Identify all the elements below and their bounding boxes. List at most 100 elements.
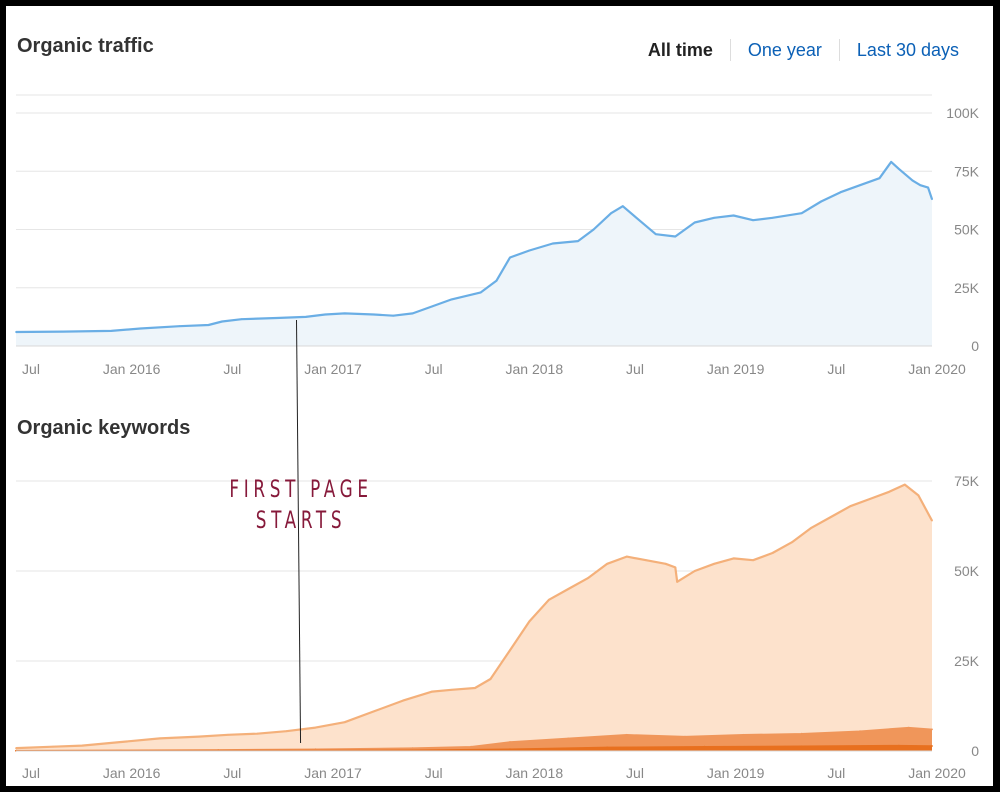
series-points-0 xyxy=(15,161,933,333)
data-point xyxy=(450,688,453,691)
data-point xyxy=(285,730,288,733)
data-point xyxy=(810,526,813,529)
data-point xyxy=(888,490,891,493)
data-point xyxy=(606,746,609,749)
data-point xyxy=(592,228,595,231)
data-point xyxy=(15,747,17,749)
x-tick-label: Jan 2017 xyxy=(304,765,362,780)
organic-keywords-chart[interactable]: 75K 50K 25K 0 Jul Jan 2016 Jul Jan 2017 Jul Jan 2… xyxy=(6,458,993,780)
data-point xyxy=(528,620,531,623)
y-tick-label: 25K xyxy=(954,280,980,296)
data-point xyxy=(240,318,243,321)
data-point xyxy=(742,733,745,736)
tab-divider xyxy=(729,39,731,61)
data-point xyxy=(256,732,259,735)
data-point xyxy=(674,235,677,238)
data-point xyxy=(197,735,200,738)
data-point xyxy=(859,184,861,187)
annotation-line-2: STARTS xyxy=(255,506,347,534)
x-tick-label: Jul xyxy=(223,361,241,377)
organic-traffic-chart[interactable]: 100K 75K 50K 25K 0 Jul Jan 2016 Jul Jan 2017 Jul J… xyxy=(6,76,993,388)
data-point xyxy=(509,256,511,259)
data-point xyxy=(674,566,677,569)
keywords-chart-title: Organic keywords xyxy=(17,417,191,439)
x-tick-label: Jul xyxy=(626,765,644,780)
data-point xyxy=(919,184,922,187)
data-point xyxy=(509,741,511,743)
data-point xyxy=(474,687,476,689)
data-point xyxy=(227,733,229,736)
data-point xyxy=(791,541,793,544)
data-point xyxy=(586,577,589,580)
data-point xyxy=(61,330,64,333)
y-tick-label: 50K xyxy=(954,222,980,238)
data-point xyxy=(890,161,893,163)
data-point xyxy=(567,737,570,740)
data-point xyxy=(868,498,871,500)
data-point xyxy=(752,559,754,562)
series-area-0 xyxy=(16,161,932,346)
data-point xyxy=(528,249,531,252)
x-tick-label: Jul xyxy=(22,765,40,780)
data-point xyxy=(81,744,83,747)
x-tick-label: Jan 2017 xyxy=(304,361,362,377)
tab-one-year[interactable]: One year xyxy=(747,39,822,60)
data-point xyxy=(917,494,920,497)
data-point xyxy=(859,730,861,733)
data-point xyxy=(479,291,482,294)
data-point xyxy=(625,733,628,736)
data-point xyxy=(178,325,181,328)
data-point xyxy=(304,316,307,318)
data-point xyxy=(903,483,906,486)
x-tick-label: Jan 2020 xyxy=(908,361,966,377)
data-point xyxy=(800,212,803,215)
data-point xyxy=(402,699,404,702)
x-tick-label: Jan 2020 xyxy=(908,765,966,780)
tab-last-30-days[interactable]: Last 30 days xyxy=(856,39,959,60)
data-point xyxy=(898,168,900,170)
data-point xyxy=(509,649,511,652)
tab-divider xyxy=(838,39,840,61)
data-point xyxy=(314,726,317,729)
y-tick-label: 0 xyxy=(971,743,979,759)
data-point xyxy=(771,552,774,554)
data-point xyxy=(645,559,647,562)
data-point xyxy=(752,219,754,222)
data-point xyxy=(275,317,278,319)
x-tick-label: Jul xyxy=(22,361,40,377)
data-point xyxy=(159,737,161,740)
annotation-line-1: FIRST PAGE xyxy=(229,475,373,503)
data-point xyxy=(732,557,735,560)
series-points-0 xyxy=(15,483,933,749)
data-point xyxy=(907,726,910,729)
data-point xyxy=(221,320,224,323)
data-point xyxy=(830,516,832,518)
data-point xyxy=(676,580,679,583)
data-point xyxy=(314,748,317,751)
chart-panel: Organic traffic All time One year Last 3… xyxy=(6,6,993,786)
data-point xyxy=(898,744,900,747)
series-area-0 xyxy=(16,484,932,751)
data-point xyxy=(489,678,492,680)
data-point xyxy=(931,198,933,201)
data-point xyxy=(610,212,612,215)
data-point xyxy=(392,314,395,317)
y-tick-label: 0 xyxy=(971,338,979,354)
x-tick-label: Jan 2016 xyxy=(103,361,161,377)
data-point xyxy=(450,298,453,301)
data-point xyxy=(878,177,881,180)
data-point xyxy=(849,505,852,508)
x-tick-label: Jan 2018 xyxy=(506,361,564,377)
data-point xyxy=(110,330,113,332)
x-tick-label: Jul xyxy=(425,765,443,780)
x-tick-label: Jan 2018 xyxy=(506,765,564,780)
data-point xyxy=(207,324,210,326)
data-point xyxy=(343,721,346,724)
data-point xyxy=(431,690,434,693)
data-point xyxy=(927,186,929,189)
data-point xyxy=(931,728,933,731)
data-point xyxy=(693,570,696,572)
tab-all-time[interactable]: All time xyxy=(647,39,713,60)
x-tick-label: Jan 2019 xyxy=(707,361,765,377)
data-point xyxy=(931,519,933,522)
